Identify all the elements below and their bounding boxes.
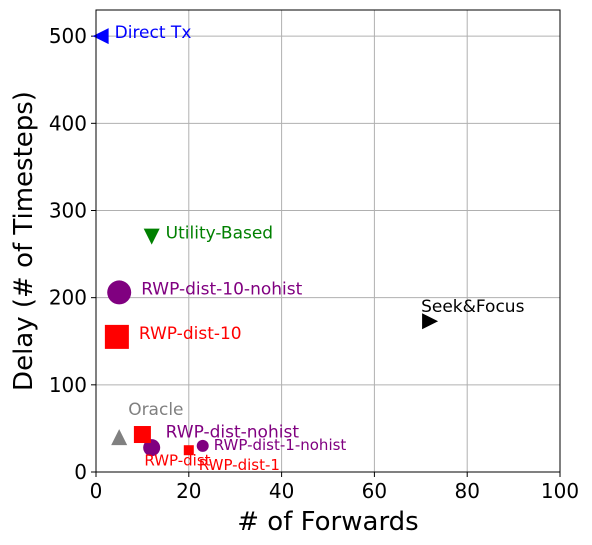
label-rwp-dist-1: RWP-dist-1 <box>199 456 280 474</box>
y-tick-label: 200 <box>49 286 87 310</box>
y-tick-label: 100 <box>49 373 87 397</box>
x-tick-label: 40 <box>269 479 294 503</box>
x-axis-ticks: 0 20 40 60 80 100 <box>90 472 579 503</box>
label-utility-based: Utility-Based <box>166 224 273 244</box>
y-tick-label: 300 <box>49 198 87 222</box>
label-rwp-dist-10-nohist: RWP-dist-10-nohist <box>141 279 302 299</box>
point-labels: Direct Tx Utility-Based RWP-dist-10-nohist… <box>115 23 525 474</box>
label-rwp-dist: RWP-dist <box>144 452 210 470</box>
y-axis-label: Delay (# of Timesteps) <box>9 91 39 391</box>
y-tick-label: 400 <box>49 111 87 135</box>
label-rwp-dist-nohist: RWP-dist-nohist <box>166 423 300 443</box>
x-tick-label: 100 <box>541 479 579 503</box>
y-tick-label: 0 <box>74 460 87 484</box>
x-tick-label: 80 <box>454 479 479 503</box>
label-direct-tx: Direct Tx <box>115 23 192 43</box>
label-rwp-dist-10: RWP-dist-10 <box>139 324 242 344</box>
label-rwp-dist-1-nohist: RWP-dist-1-nohist <box>214 436 347 454</box>
point-seek-focus <box>422 313 439 330</box>
x-axis-label: # of Forwards <box>237 507 418 537</box>
point-rwp-dist-1 <box>183 445 194 456</box>
point-rwp-dist-10 <box>104 324 129 349</box>
label-oracle: Oracle <box>128 400 183 420</box>
point-rwp-dist-1-nohist <box>196 439 209 452</box>
x-tick-label: 20 <box>176 479 201 503</box>
point-direct-tx <box>92 28 109 45</box>
plot-frame <box>95 9 561 473</box>
point-rwp-dist-10-nohist <box>107 280 132 305</box>
point-rwp-dist-nohist <box>143 439 161 457</box>
y-tick-label: 500 <box>49 24 87 48</box>
point-rwp-dist <box>133 426 151 444</box>
point-oracle <box>111 429 128 446</box>
label-seek-focus: Seek&Focus <box>421 297 525 317</box>
y-axis-ticks: 0 100 200 300 400 500 <box>49 24 96 484</box>
data-points <box>92 28 439 457</box>
point-utility-based <box>143 228 160 245</box>
x-tick-label: 60 <box>362 479 387 503</box>
x-tick-label: 0 <box>90 479 103 503</box>
